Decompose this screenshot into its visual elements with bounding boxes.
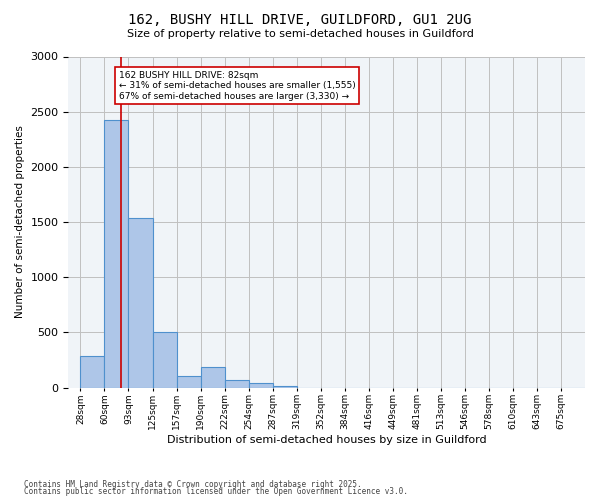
Bar (248, 383, 272, 388)
Y-axis label: Number of semi-detached properties: Number of semi-detached properties (15, 126, 25, 318)
Bar (104, 120, 128, 388)
Bar (200, 366, 224, 388)
Bar (176, 376, 200, 388)
Bar (152, 332, 176, 388)
Text: Size of property relative to semi-detached houses in Guildford: Size of property relative to semi-detach… (127, 29, 473, 39)
Bar (224, 380, 248, 388)
Text: 162, BUSHY HILL DRIVE, GUILDFORD, GU1 2UG: 162, BUSHY HILL DRIVE, GUILDFORD, GU1 2U… (128, 12, 472, 26)
Bar (80, 356, 104, 388)
Text: 162 BUSHY HILL DRIVE: 82sqm
← 31% of semi-detached houses are smaller (1,555)
67: 162 BUSHY HILL DRIVE: 82sqm ← 31% of sem… (119, 71, 356, 101)
X-axis label: Distribution of semi-detached houses by size in Guildford: Distribution of semi-detached houses by … (167, 435, 487, 445)
Bar (272, 386, 296, 388)
Text: Contains public sector information licensed under the Open Government Licence v3: Contains public sector information licen… (24, 488, 408, 496)
Text: Contains HM Land Registry data © Crown copyright and database right 2025.: Contains HM Land Registry data © Crown c… (24, 480, 362, 489)
Bar (128, 218, 152, 388)
